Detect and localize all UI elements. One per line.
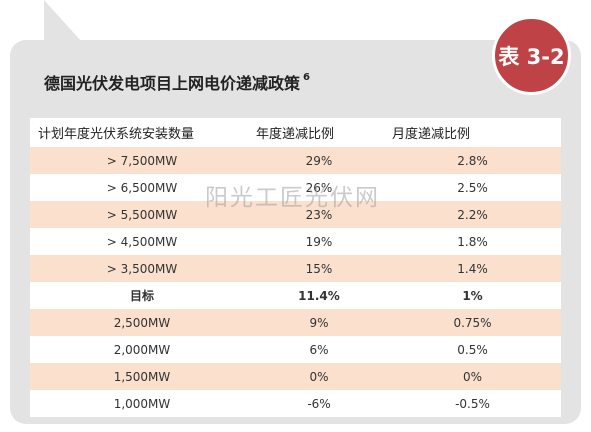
table-row: 2,500MW 9% 0.75% (30, 309, 561, 336)
speech-bubble-tail (44, 0, 82, 42)
header-capacity: 计划年度光伏系统安装数量 (38, 127, 195, 142)
cell-capacity: > 3,500MW (106, 261, 178, 276)
title-text: 德国光伏发电项目上网电价递减政策 (44, 74, 301, 93)
cell-capacity: 1,000MW (113, 396, 171, 411)
policy-table: 计划年度光伏系统安装数量 年度递减比例 月度递减比例 > 7,500MW 29% 2… (30, 118, 561, 417)
cell-annual-rate: 9% (309, 315, 329, 330)
header-annual-rate: 年度递减比例 (256, 127, 335, 142)
cell-annual-rate: 15% (305, 261, 333, 276)
cell-monthly-rate: 0% (462, 369, 483, 384)
cell-capacity: 2,000MW (113, 342, 171, 357)
cell-capacity: 目标 (129, 289, 154, 303)
table-row: > 5,500MW 23% 2.2% (30, 201, 561, 228)
cell-capacity: > 4,500MW (106, 234, 178, 249)
cell-monthly-rate: 1% (462, 288, 483, 303)
cell-capacity: > 6,500MW (106, 180, 178, 195)
cell-annual-rate: 11.4% (298, 288, 340, 303)
table-row: > 3,500MW 15% 1.4% (30, 255, 561, 282)
cell-annual-rate: -6% (307, 396, 331, 411)
table-row: > 6,500MW 26% 2.5% (30, 174, 561, 201)
table-row: 1,000MW -6% -0.5% (30, 390, 561, 417)
cell-annual-rate: 23% (305, 207, 333, 222)
cell-annual-rate: 29% (305, 153, 333, 168)
title-footnote: 6 (303, 71, 310, 83)
cell-capacity: 2,500MW (113, 315, 171, 330)
table-row: 目标 11.4% 1% (30, 282, 561, 309)
table-number-badge: 表 3-2 (492, 16, 571, 95)
cell-monthly-rate: 2.5% (457, 180, 488, 195)
cell-annual-rate: 0% (309, 369, 329, 384)
cell-monthly-rate: -0.5% (455, 396, 490, 411)
cell-monthly-rate: 1.4% (457, 261, 488, 276)
cell-annual-rate: 19% (305, 234, 333, 249)
cell-monthly-rate: 0.5% (457, 342, 488, 357)
watermark-text: 阳光工匠光伏网 (205, 185, 380, 211)
cell-monthly-rate: 2.2% (457, 207, 488, 222)
header-monthly-rate: 月度递减比例 (392, 127, 471, 142)
cell-monthly-rate: 1.8% (457, 234, 488, 249)
table-header-row: 计划年度光伏系统安装数量 年度递减比例 月度递减比例 (30, 118, 561, 147)
cell-annual-rate: 6% (309, 342, 329, 357)
table-row: 2,000MW 6% 0.5% (30, 336, 561, 363)
cell-annual-rate: 26% (305, 180, 333, 195)
cell-monthly-rate: 2.8% (457, 153, 488, 168)
cell-monthly-rate: 0.75% (453, 315, 492, 330)
cell-capacity: 1,500MW (113, 369, 171, 384)
table-row: > 4,500MW 19% 1.8% (30, 228, 561, 255)
cell-capacity: > 5,500MW (106, 207, 178, 222)
table-row: 1,500MW 0% 0% (30, 363, 561, 390)
table-row: > 7,500MW 29% 2.8% (30, 147, 561, 174)
table-title: 德国光伏发电项目上网电价递减政策 6 (44, 70, 310, 94)
cell-capacity: > 7,500MW (106, 153, 178, 168)
